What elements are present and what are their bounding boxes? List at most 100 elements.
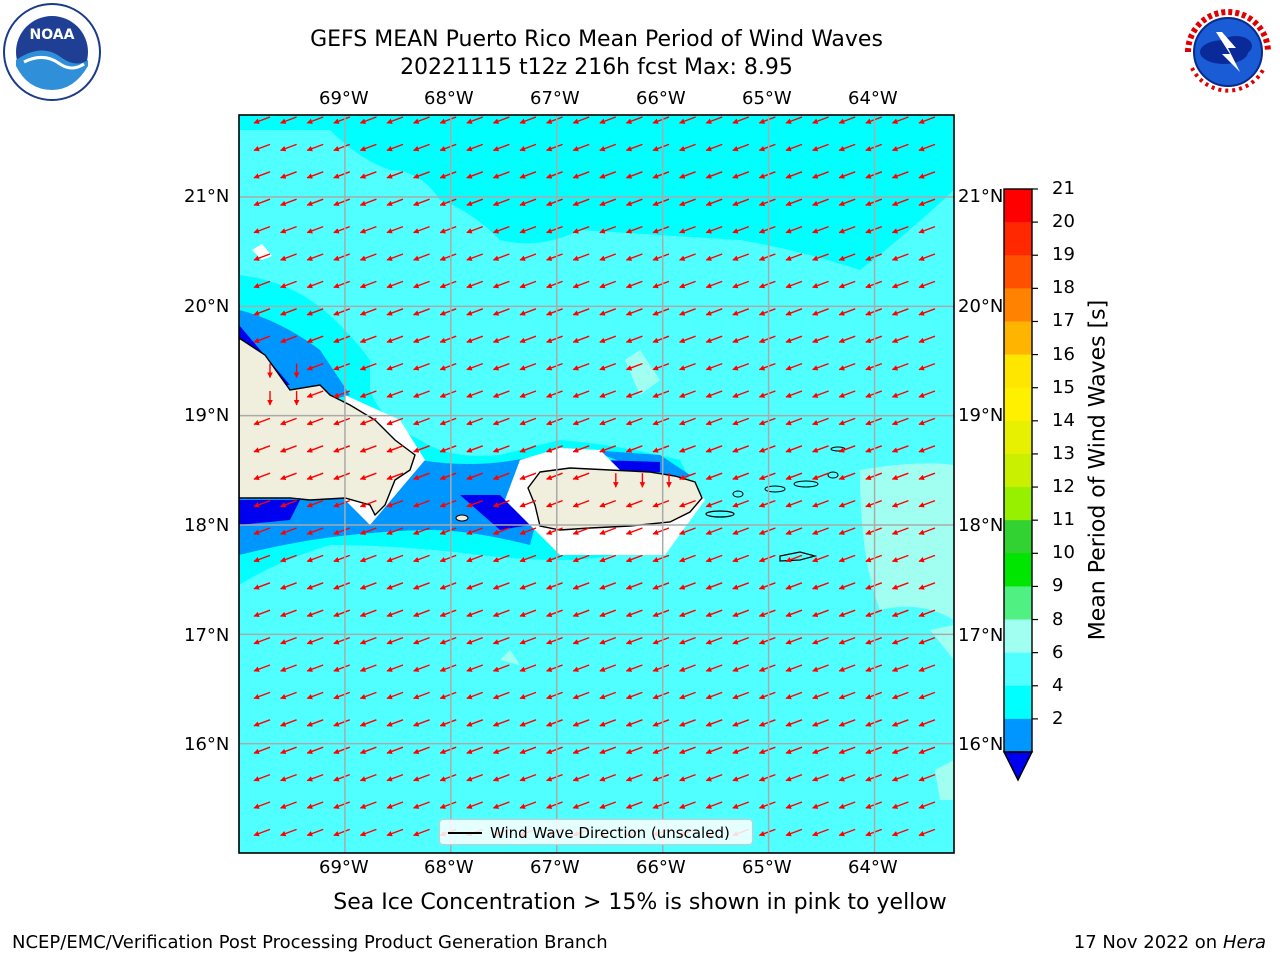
wave-arrow bbox=[625, 773, 643, 782]
wave-arrow bbox=[758, 719, 776, 727]
wave-arrow bbox=[519, 527, 537, 535]
wave-arrow bbox=[359, 499, 377, 508]
wave-arrow bbox=[572, 499, 590, 508]
wave-arrow bbox=[705, 116, 723, 124]
wave-arrow bbox=[280, 801, 297, 809]
wave-arrow bbox=[306, 554, 324, 563]
wave-arrow bbox=[492, 664, 510, 672]
wave-arrow bbox=[918, 719, 936, 727]
wave-arrow bbox=[306, 253, 324, 261]
wave-arrow bbox=[466, 719, 484, 727]
wave-arrow bbox=[625, 335, 643, 344]
wave-arrow bbox=[572, 417, 590, 426]
wave-arrow bbox=[652, 417, 670, 426]
wave-arrow bbox=[439, 390, 457, 398]
wave-arrow bbox=[758, 116, 776, 124]
wave-arrow bbox=[599, 691, 617, 700]
wave-arrow bbox=[439, 335, 457, 344]
wave-arrow bbox=[679, 636, 696, 645]
wave-arrow bbox=[439, 198, 457, 207]
wave-arrow bbox=[466, 116, 484, 124]
wave-arrow bbox=[625, 499, 643, 508]
sea-ice-note: Sea Ice Concentration > 15% is shown in … bbox=[333, 890, 947, 915]
lon-tick-top-4: 65°W bbox=[742, 88, 792, 109]
wave-arrow bbox=[891, 308, 909, 316]
lat-tick-left-3: 18°N bbox=[184, 515, 230, 536]
wave-arrow bbox=[359, 582, 377, 590]
wave-arrow bbox=[280, 308, 297, 316]
wave-arrow bbox=[492, 527, 510, 535]
lat-tick-left-2: 19°N bbox=[184, 405, 230, 426]
wave-arrow bbox=[519, 801, 537, 809]
colorbar-segment bbox=[1004, 487, 1032, 521]
wave-arrow bbox=[306, 773, 324, 782]
wave-arrow bbox=[679, 664, 696, 672]
wave-arrow bbox=[306, 390, 324, 398]
wave-arrow bbox=[891, 527, 909, 535]
wave-arrow bbox=[519, 335, 537, 344]
wave-arrow bbox=[652, 198, 670, 207]
wave-arrow bbox=[758, 664, 776, 672]
wave-arrow bbox=[466, 664, 484, 672]
wave-arrow bbox=[732, 609, 750, 618]
wave-arrow bbox=[386, 636, 404, 645]
wave-arrow bbox=[625, 746, 643, 755]
wave-arrow bbox=[359, 171, 377, 179]
wave-arrow bbox=[732, 472, 750, 481]
wave-arrow bbox=[732, 554, 750, 563]
wave-arrow bbox=[439, 143, 457, 152]
wave-arrow bbox=[492, 335, 510, 344]
wave-arrow bbox=[546, 445, 563, 453]
wave-arrow bbox=[625, 116, 643, 124]
wave-arrow bbox=[891, 719, 909, 727]
wave-arrow bbox=[253, 828, 271, 837]
wave-arrow bbox=[705, 582, 723, 590]
wave-arrow bbox=[732, 746, 750, 755]
wave-arrow bbox=[572, 445, 590, 453]
wave-arrow bbox=[812, 417, 829, 426]
wave-arrow bbox=[705, 609, 723, 618]
wave-arrow bbox=[306, 636, 324, 645]
wave-arrow bbox=[599, 499, 617, 508]
wave-arrow bbox=[466, 335, 484, 344]
wave-arrow bbox=[918, 472, 936, 481]
wave-arrow bbox=[333, 691, 351, 700]
wave-arrow bbox=[732, 335, 750, 344]
wave-arrow bbox=[652, 609, 670, 618]
wave-arrow bbox=[359, 198, 377, 207]
wave-arrow bbox=[758, 554, 776, 563]
wave-arrow bbox=[785, 280, 803, 289]
wave-arrow bbox=[732, 171, 750, 179]
wave-arrow bbox=[546, 691, 563, 700]
wave-arrow bbox=[812, 253, 829, 261]
wave-arrow bbox=[838, 554, 856, 563]
wave-arrow bbox=[413, 445, 430, 453]
wave-arrow bbox=[572, 472, 590, 481]
wave-arrow bbox=[918, 746, 936, 755]
wave-arrow bbox=[838, 746, 856, 755]
wave-arrow bbox=[599, 773, 617, 782]
wave-arrow bbox=[519, 280, 537, 289]
wave-arrow bbox=[333, 390, 351, 398]
wave-arrow bbox=[466, 746, 484, 755]
wave-arrow bbox=[519, 143, 537, 152]
wave-arrow bbox=[679, 554, 696, 563]
wave-arrow bbox=[785, 445, 803, 453]
wave-arrow bbox=[386, 691, 404, 700]
wave-arrow bbox=[546, 253, 563, 261]
wave-arrow bbox=[546, 773, 563, 782]
wave-arrow bbox=[865, 116, 883, 124]
wave-arrow bbox=[865, 828, 883, 837]
wave-arrow bbox=[253, 225, 271, 234]
wave-arrow bbox=[359, 719, 377, 727]
wave-arrow bbox=[758, 171, 776, 179]
wave-arrow bbox=[679, 417, 696, 426]
lon-tick-bottom-3: 66°W bbox=[636, 857, 686, 878]
wave-arrow bbox=[466, 225, 484, 234]
wave-arrow bbox=[572, 554, 590, 563]
wave-arrow bbox=[891, 116, 909, 124]
wave-arrow bbox=[812, 390, 829, 398]
wave-arrow bbox=[333, 362, 351, 371]
colorbar-tick-label: 20 bbox=[1052, 211, 1075, 233]
wave-arrow bbox=[572, 609, 590, 618]
